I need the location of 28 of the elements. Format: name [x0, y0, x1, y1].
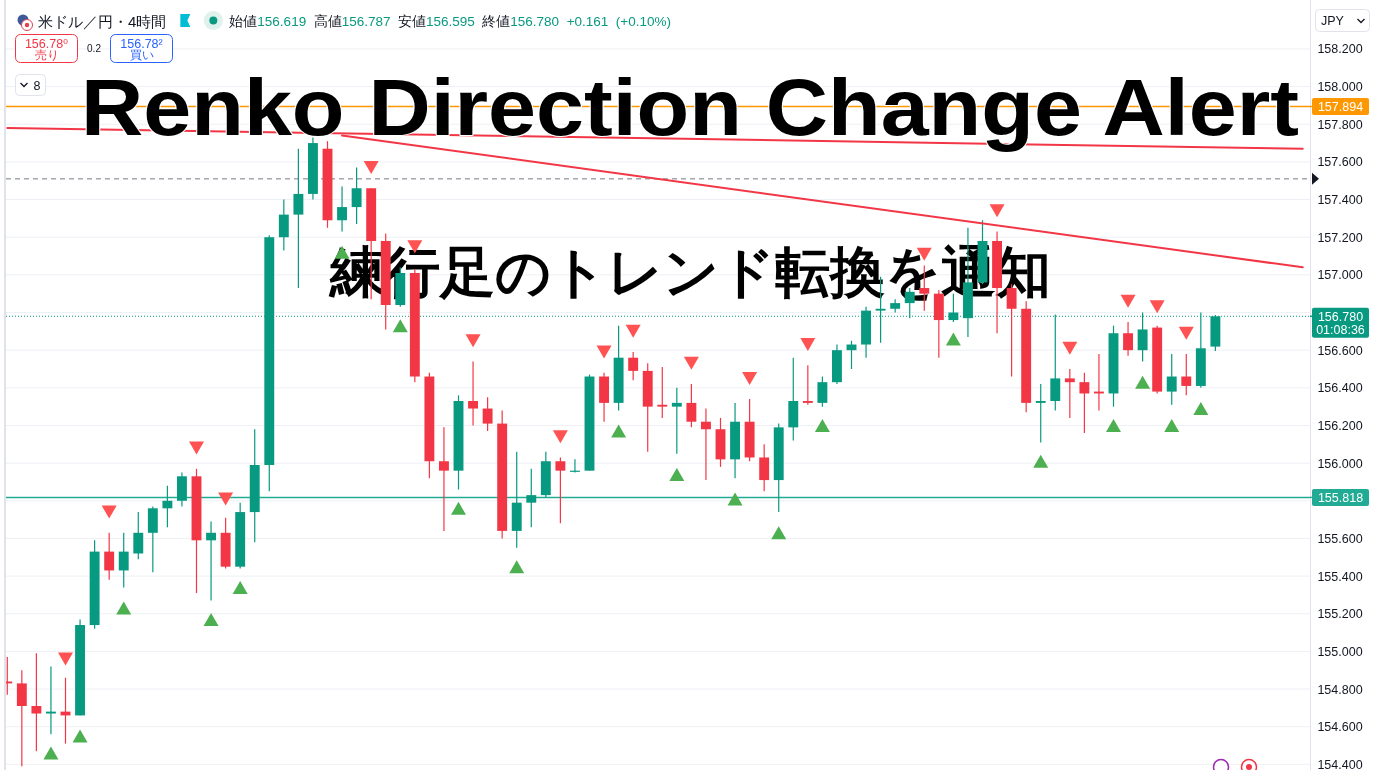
- annotation: 8: [33, 79, 41, 93]
- ref-line-label: 157.894: [1317, 100, 1364, 115]
- y-tick-label: 155.600: [1317, 531, 1363, 546]
- y-tick-label: 157.600: [1317, 155, 1363, 170]
- y-tick-label: 156.200: [1317, 418, 1363, 433]
- y-tick-label: 155.000: [1317, 644, 1363, 659]
- annotation: 156.78⁰ 売り: [24, 36, 69, 61]
- y-tick-label: 156.000: [1317, 456, 1363, 471]
- annotation: 0.2: [87, 43, 102, 54]
- ref-line-label: 155.818: [1317, 490, 1364, 505]
- text: JPY: [1321, 14, 1344, 28]
- y-tick-label: 157.200: [1317, 230, 1363, 245]
- y-tick-label: 156.600: [1317, 343, 1363, 358]
- text: 始値156.619 高値156.787 安値156.595 終値156.780 +0.161 (+0.10%): [229, 14, 671, 29]
- y-tick-label: 157.800: [1317, 117, 1363, 132]
- y-tick-label: 155.400: [1317, 569, 1363, 584]
- y-tick-label: 154.800: [1317, 682, 1363, 697]
- annotation: 156.78² 買い: [120, 36, 163, 61]
- y-tick-label: 154.600: [1317, 720, 1363, 735]
- ref-line-label: 156.780 01:08:36: [1316, 309, 1365, 337]
- y-tick-label: 157.400: [1317, 193, 1363, 208]
- y-tick-label: 157.000: [1317, 268, 1363, 283]
- y-tick-label: 155.200: [1317, 607, 1363, 622]
- y-tick-label: 158.000: [1317, 80, 1363, 95]
- y-tick-label: 158.200: [1317, 42, 1363, 57]
- annotation: 米ドル／円・4時間: [38, 13, 167, 30]
- y-tick-label: 156.400: [1317, 381, 1363, 396]
- y-tick-label: 154.400: [1317, 757, 1363, 770]
